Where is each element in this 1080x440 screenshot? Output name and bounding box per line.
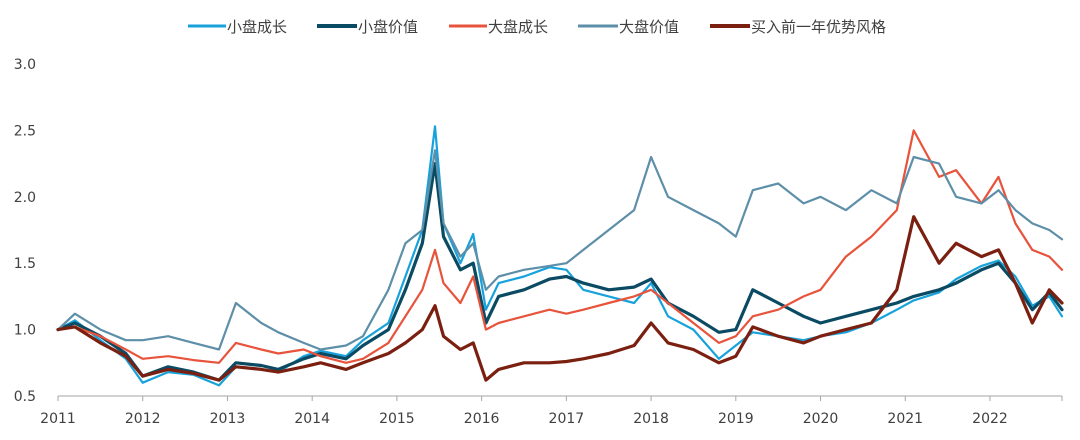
x-tick-label: 2017 bbox=[549, 411, 585, 427]
y-tick-label: 1.5 bbox=[14, 256, 36, 272]
series-line-3 bbox=[56, 149, 1064, 351]
y-tick-label: 2.0 bbox=[14, 190, 36, 206]
x-tick-label: 2013 bbox=[210, 411, 246, 427]
legend-label: 小盘成长 bbox=[227, 18, 287, 36]
legend-label: 大盘成长 bbox=[488, 18, 548, 36]
x-tick-label: 2011 bbox=[40, 411, 76, 427]
x-tick-label: 2021 bbox=[887, 411, 923, 427]
x-tick-label: 2020 bbox=[803, 411, 839, 427]
x-tick-label: 2014 bbox=[294, 411, 330, 427]
series-line-4 bbox=[56, 215, 1064, 382]
y-tick-label: 3.0 bbox=[14, 57, 36, 73]
y-tick-label: 1.0 bbox=[14, 323, 36, 339]
y-tick-label: 0.5 bbox=[14, 389, 36, 405]
series-line-2 bbox=[56, 129, 1064, 364]
legend-label: 买入前一年优势风格 bbox=[751, 18, 886, 36]
x-axis-ticks: 2011 2012 2013 2014 2015 2016 2017 2018 2019 2020… bbox=[40, 396, 1063, 427]
y-tick-label: 2.5 bbox=[14, 123, 36, 139]
series-line-1 bbox=[56, 162, 1064, 382]
x-tick-label: 2018 bbox=[633, 411, 669, 427]
series-layer bbox=[56, 125, 1064, 387]
x-tick-label: 2012 bbox=[125, 411, 161, 427]
x-tick-label: 2015 bbox=[379, 411, 415, 427]
y-axis-ticks: 0.5 1.0 1.5 2.0 2.5 3.0 bbox=[14, 57, 36, 405]
legend-label: 大盘价值 bbox=[619, 18, 679, 36]
x-tick-label: 2022 bbox=[972, 411, 1008, 427]
legend: 小盘成长 小盘价值 大盘成长 大盘价值 买入前一年优势风格 bbox=[188, 18, 886, 36]
x-tick-label: 2019 bbox=[718, 411, 754, 427]
x-tick-label: 2016 bbox=[464, 411, 500, 427]
legend-label: 小盘价值 bbox=[358, 18, 418, 36]
